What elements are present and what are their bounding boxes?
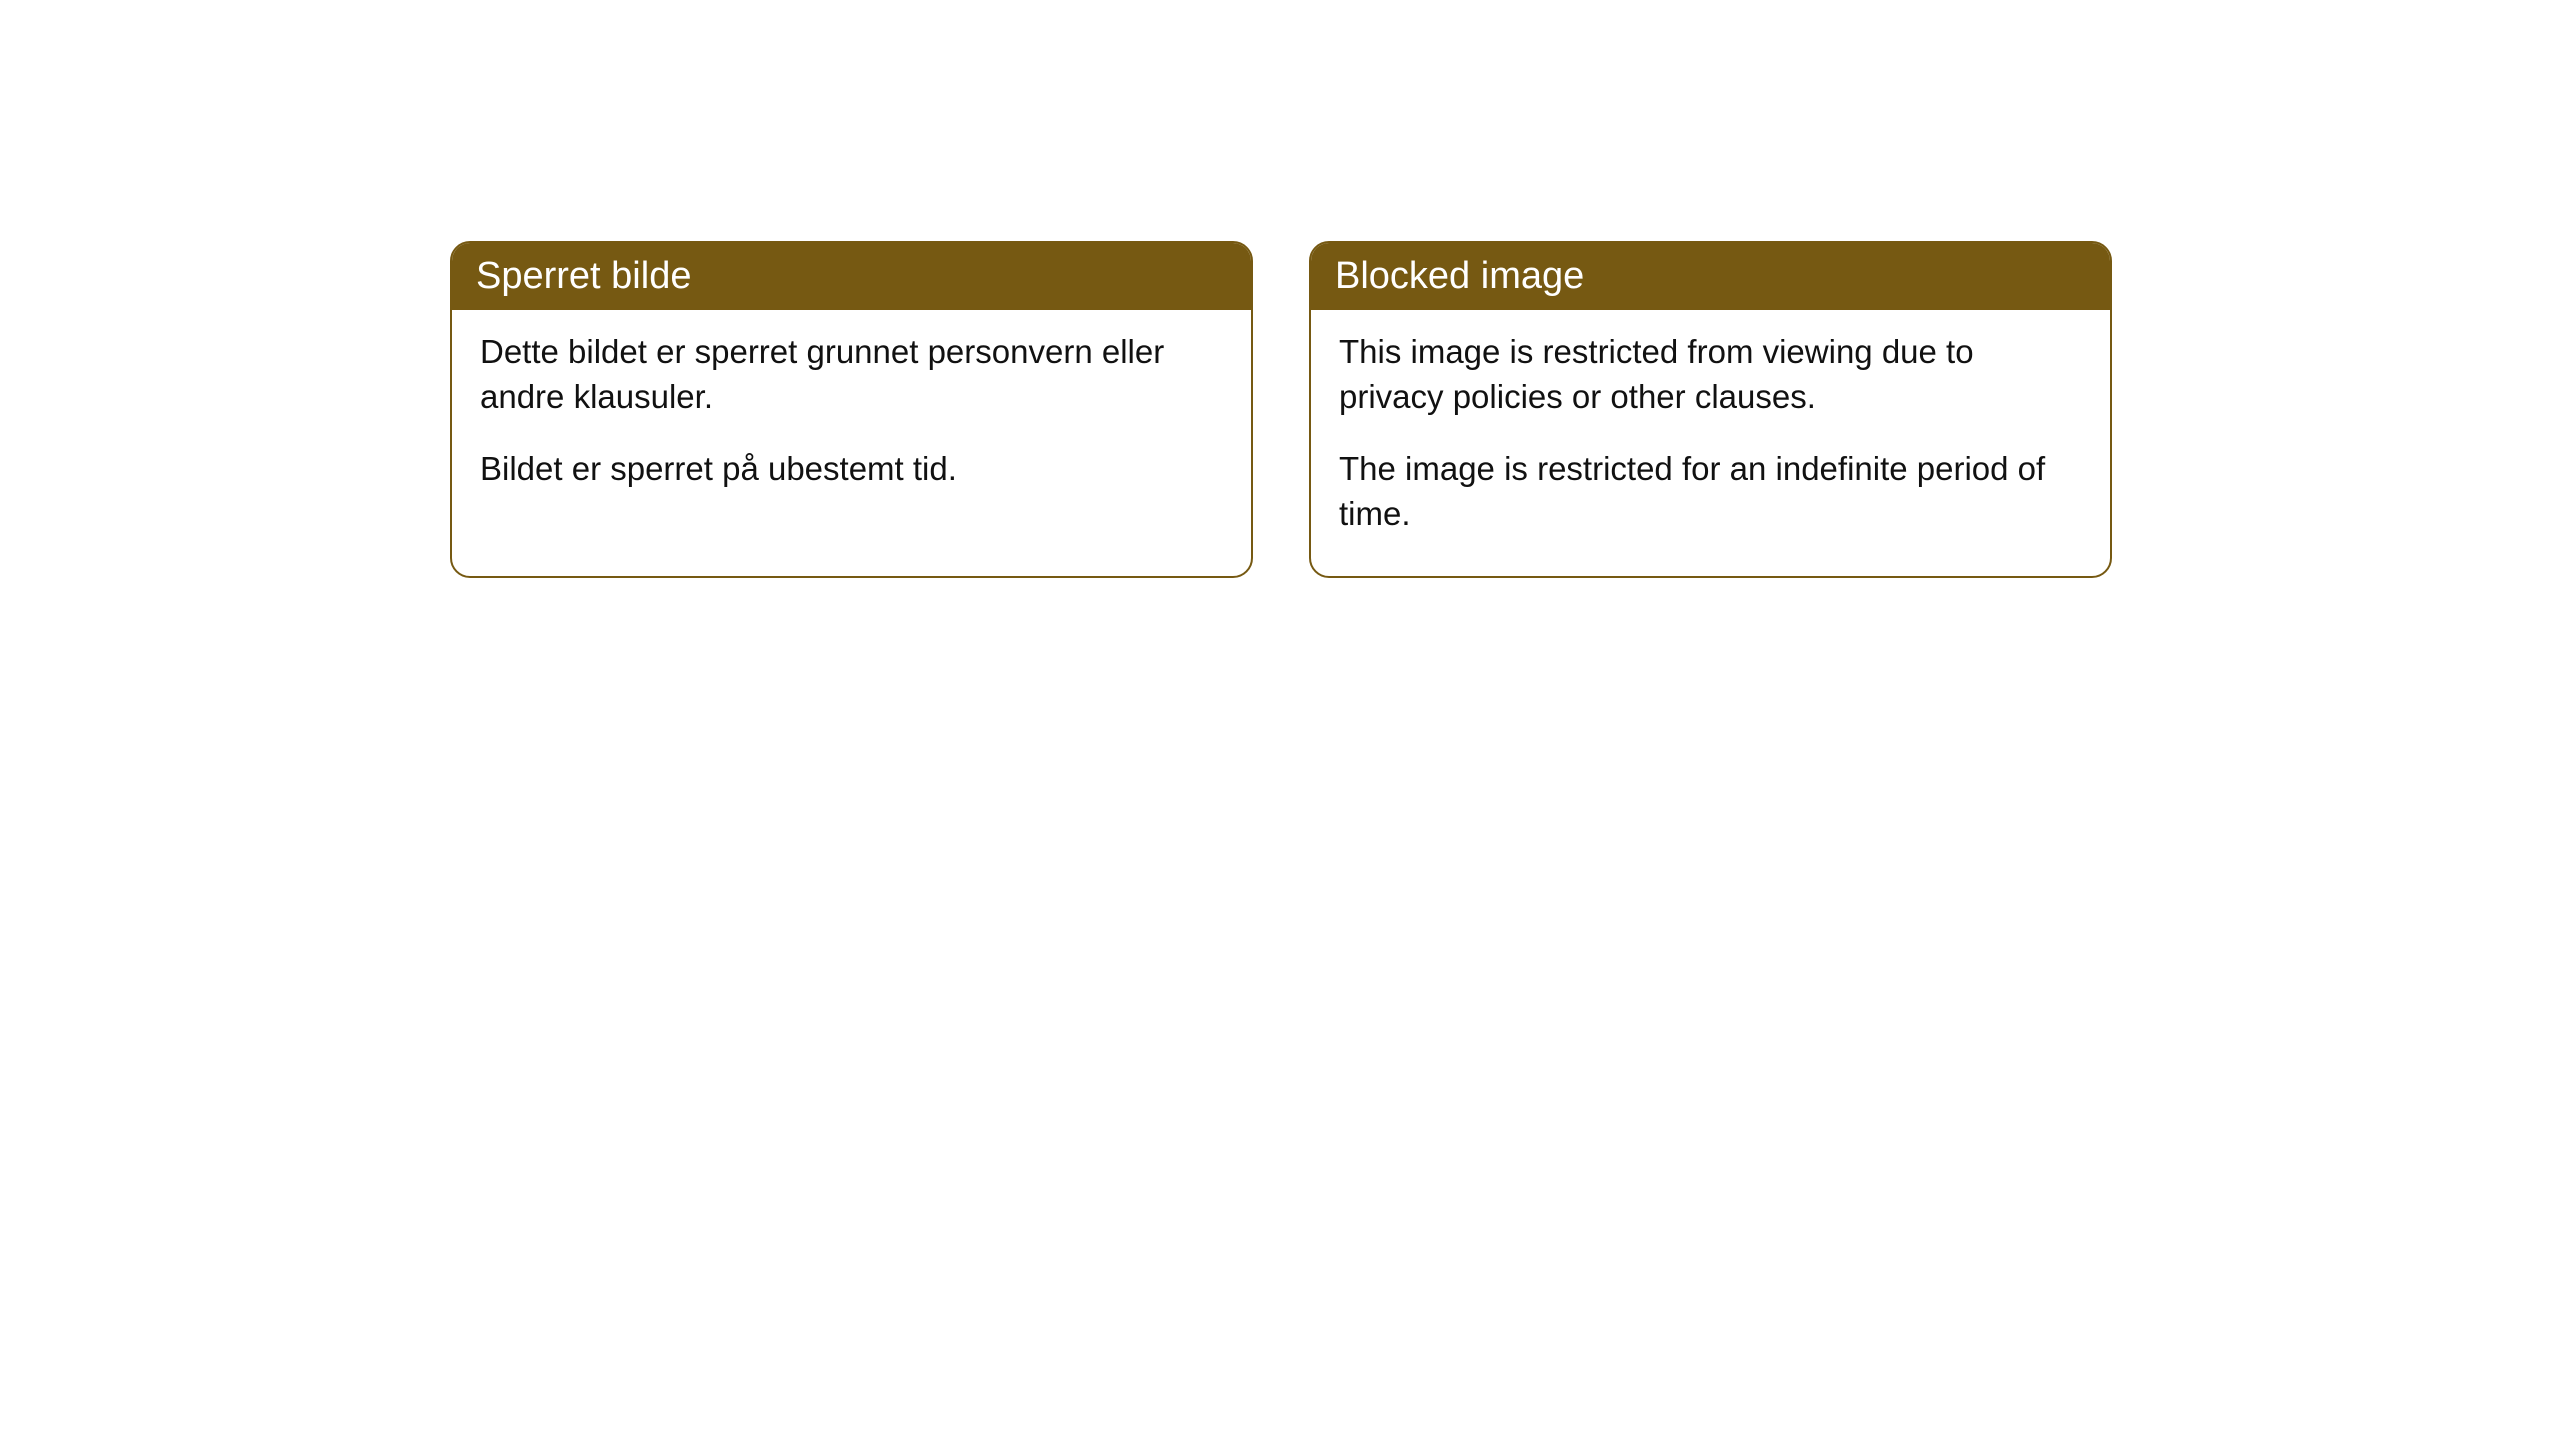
card-title-norwegian: Sperret bilde [476, 255, 691, 297]
card-paragraph: The image is restricted for an indefinit… [1339, 447, 2082, 536]
card-body-english: This image is restricted from viewing du… [1311, 310, 2110, 576]
card-header-norwegian: Sperret bilde [452, 243, 1251, 310]
notice-container: Sperret bilde Dette bildet er sperret gr… [450, 241, 2112, 578]
card-body-norwegian: Dette bildet er sperret grunnet personve… [452, 310, 1251, 532]
card-title-english: Blocked image [1335, 255, 1584, 297]
notice-card-english: Blocked image This image is restricted f… [1309, 241, 2112, 578]
card-paragraph: Dette bildet er sperret grunnet personve… [480, 330, 1223, 419]
card-header-english: Blocked image [1311, 243, 2110, 310]
notice-card-norwegian: Sperret bilde Dette bildet er sperret gr… [450, 241, 1253, 578]
card-paragraph: This image is restricted from viewing du… [1339, 330, 2082, 419]
card-paragraph: Bildet er sperret på ubestemt tid. [480, 447, 1223, 492]
